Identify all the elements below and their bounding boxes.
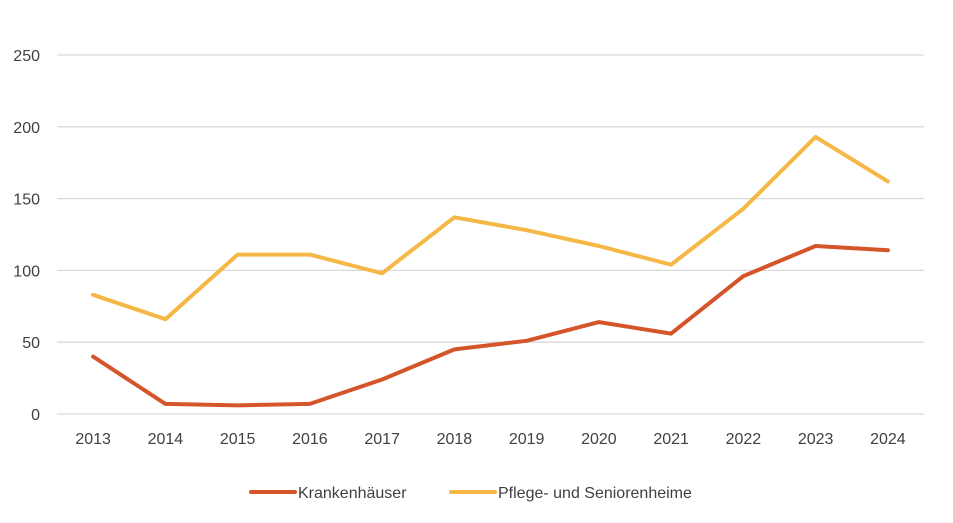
x-tick-label: 2013 [75,431,111,448]
x-axis-tick-labels: 2013 2014 2015 2016 2017 2018 2019 2020 2021 2022… [75,431,905,448]
x-tick-label: 2014 [148,431,184,448]
x-tick-label: 2015 [220,431,256,448]
x-tick-label: 2019 [509,431,545,448]
series-lines [91,134,890,408]
x-tick-label: 2022 [726,431,762,448]
series-line-krankenh-user [91,244,890,408]
x-tick-label: 2021 [653,431,689,448]
y-axis-tick-labels: 0 50 100 150 200 250 [13,48,40,424]
series-line-pflege-und-seniorenheime [91,134,890,322]
y-tick-label: 100 [13,263,40,280]
y-tick-label: 150 [13,192,40,209]
legend-label: Pflege- und Seniorenheime [498,485,692,502]
legend-label: Krankenhäuser [298,485,407,502]
legend: Krankenhäuser Pflege- und Seniorenheime [249,485,692,502]
y-tick-label: 0 [31,407,40,424]
x-tick-label: 2016 [292,431,328,448]
x-tick-label: 2023 [798,431,834,448]
y-tick-label: 250 [13,48,40,65]
x-tick-label: 2024 [870,431,906,448]
x-tick-label: 2017 [364,431,400,448]
x-tick-label: 2020 [581,431,617,448]
gridlines [57,54,924,415]
y-tick-label: 50 [22,335,40,352]
x-tick-label: 2018 [437,431,473,448]
y-tick-label: 200 [13,120,40,137]
